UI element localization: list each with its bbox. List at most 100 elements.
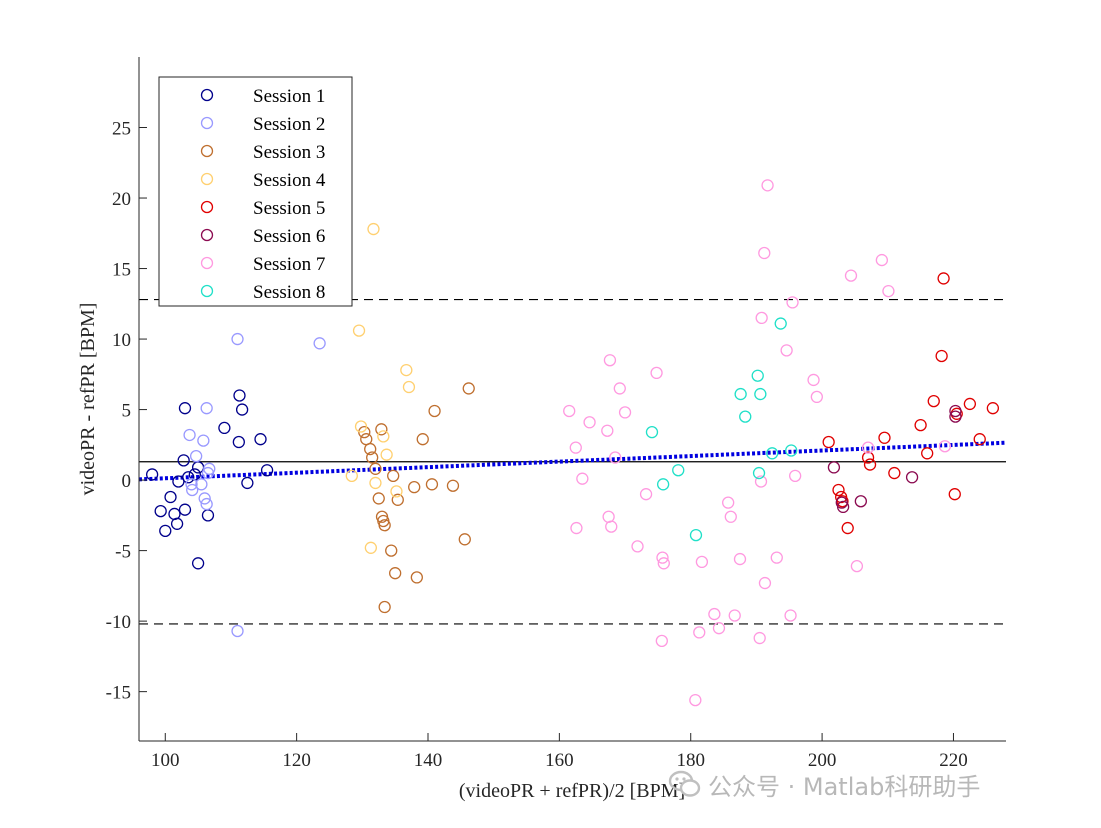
data-point xyxy=(218,421,231,435)
data-point xyxy=(601,424,614,437)
data-point xyxy=(408,480,421,494)
x-tick-label: 180 xyxy=(676,750,705,771)
legend-marker xyxy=(200,88,214,102)
data-point xyxy=(722,496,735,509)
data-point xyxy=(836,500,850,514)
data-point xyxy=(754,475,768,488)
data-point xyxy=(231,624,244,638)
legend-label: Session 1 xyxy=(253,86,325,107)
data-point xyxy=(260,464,274,477)
x-tick-label: 220 xyxy=(939,750,968,771)
data-point xyxy=(197,434,210,447)
x-tick-label: 160 xyxy=(545,750,574,771)
data-point xyxy=(170,517,184,530)
data-point xyxy=(182,471,195,484)
data-point xyxy=(914,418,927,432)
x-tick-label: 140 xyxy=(414,750,443,771)
data-point xyxy=(200,402,213,415)
data-point xyxy=(656,551,669,564)
data-point xyxy=(948,488,961,501)
legend-label: Session 4 xyxy=(253,170,326,191)
legend-label: Session 2 xyxy=(253,114,325,135)
data-point xyxy=(232,435,245,449)
data-point xyxy=(198,492,211,505)
data-point xyxy=(844,269,858,282)
x-tick-label: 200 xyxy=(808,750,837,771)
data-point xyxy=(693,626,706,639)
data-point xyxy=(189,449,203,463)
data-point xyxy=(618,406,632,419)
legend-box xyxy=(158,76,353,307)
data-point xyxy=(364,442,377,456)
series-7 xyxy=(563,179,952,707)
data-point xyxy=(689,528,703,542)
data-point xyxy=(367,222,380,236)
data-point xyxy=(458,533,471,546)
data-point xyxy=(927,394,940,408)
data-point xyxy=(354,420,368,433)
data-point xyxy=(425,478,439,491)
x-tick-label: 100 xyxy=(151,750,180,771)
data-point xyxy=(712,622,726,635)
data-point xyxy=(752,466,766,480)
data-point xyxy=(235,403,249,416)
data-point xyxy=(949,410,962,423)
data-point xyxy=(689,693,702,707)
legend: Session 1 Session 2 Session 3 Session 4 Sess… xyxy=(158,76,353,307)
x-tick-label: 120 xyxy=(282,750,311,771)
data-point xyxy=(177,454,190,467)
data-point xyxy=(609,451,622,464)
watermark: 公众号 · Matlab科研助手 xyxy=(668,764,980,804)
data-point xyxy=(875,253,889,267)
data-point xyxy=(191,557,205,570)
data-point xyxy=(195,478,208,491)
data-point xyxy=(785,444,798,457)
data-point xyxy=(200,497,213,511)
data-point xyxy=(377,430,390,443)
data-point xyxy=(937,272,950,285)
data-point xyxy=(921,447,934,460)
data-point xyxy=(380,448,393,461)
legend-marker xyxy=(200,228,214,242)
data-point xyxy=(832,483,845,497)
data-point xyxy=(391,493,404,506)
data-point xyxy=(410,571,423,584)
data-point xyxy=(378,600,391,614)
legend-label: Session 7 xyxy=(253,254,325,275)
data-point xyxy=(186,483,199,497)
series-5 xyxy=(822,272,1000,535)
data-point xyxy=(810,390,823,404)
data-point xyxy=(850,559,864,573)
y-tick-label: 5 xyxy=(122,401,132,422)
y-tick-label: 0 xyxy=(122,471,132,492)
data-point xyxy=(178,402,192,415)
series-6 xyxy=(827,404,962,514)
data-point xyxy=(583,416,596,429)
data-point xyxy=(313,337,326,350)
data-point xyxy=(949,404,962,418)
y-axis-label: videoPR - refPR [BPM] xyxy=(77,303,99,496)
data-point xyxy=(191,461,205,474)
data-point xyxy=(861,451,875,464)
data-point xyxy=(751,369,764,382)
data-point xyxy=(185,478,198,491)
data-point xyxy=(428,404,441,418)
data-point xyxy=(446,479,460,492)
data-point xyxy=(178,503,192,516)
data-point xyxy=(375,423,388,436)
data-point xyxy=(372,492,385,505)
data-point xyxy=(739,410,752,423)
data-point xyxy=(888,466,901,480)
data-point xyxy=(389,567,402,580)
data-point xyxy=(986,402,1000,415)
data-point xyxy=(724,510,737,523)
data-point xyxy=(863,458,877,471)
legend-marker xyxy=(200,200,214,214)
watermark-text: 公众号 · Matlab科研助手 xyxy=(708,772,981,801)
data-point xyxy=(708,607,721,621)
data-point xyxy=(780,344,793,357)
legend-label: Session 3 xyxy=(253,142,325,163)
y-tick-label: 20 xyxy=(112,189,131,210)
data-point xyxy=(576,472,589,485)
